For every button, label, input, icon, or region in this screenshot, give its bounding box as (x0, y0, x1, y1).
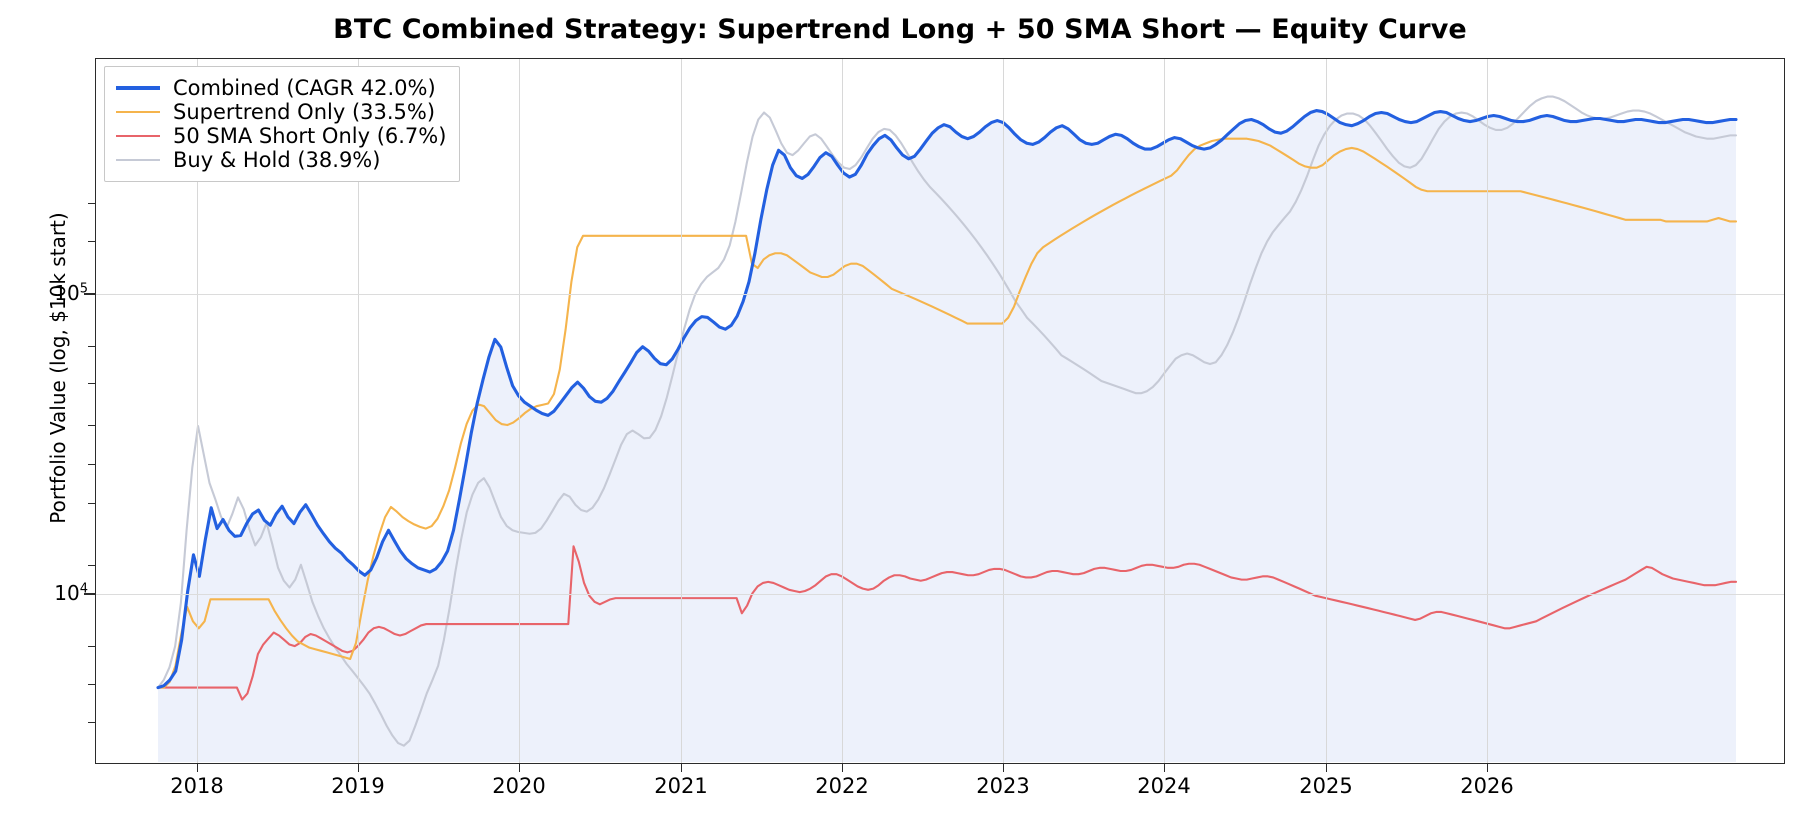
y-tick-label-1e4: 104 (54, 581, 88, 605)
x-tick-mark (1164, 764, 1165, 772)
y-tick-mark-major (84, 593, 95, 595)
gridline-vertical (197, 59, 198, 763)
legend-label-buy-hold: Buy & Hold (38.9%) (173, 148, 381, 172)
y-tick-mark-minor (88, 684, 95, 686)
gridline-vertical (519, 59, 520, 763)
legend-label-sma-short: 50 SMA Short Only (6.7%) (173, 124, 447, 148)
legend-swatch-sma-short (116, 135, 160, 137)
x-tick-mark (519, 764, 520, 772)
legend-swatch-combined (116, 86, 160, 90)
x-tick-label-2024: 2024 (1137, 774, 1191, 798)
y-tick-mark-minor (88, 203, 95, 205)
chart-title: BTC Combined Strategy: Supertrend Long +… (333, 14, 1467, 45)
y-tick-mark-minor (88, 241, 95, 243)
x-tick-mark (681, 764, 682, 772)
chart-legend: Combined (CAGR 42.0%) Supertrend Only (3… (104, 66, 461, 182)
legend-swatch-buy-hold (116, 159, 160, 161)
x-tick-mark (358, 764, 359, 772)
x-tick-mark (1487, 764, 1488, 772)
x-tick-label-2021: 2021 (654, 774, 708, 798)
legend-item-sma-short[interactable]: 50 SMA Short Only (6.7%) (116, 124, 446, 148)
x-tick-label-2026: 2026 (1460, 774, 1514, 798)
x-tick-label-2023: 2023 (976, 774, 1030, 798)
y-tick-mark-major (84, 293, 95, 295)
x-tick-mark (1003, 764, 1004, 772)
y-tick-mark-minor (88, 464, 95, 466)
legend-label-combined: Combined (CAGR 42.0%) (173, 76, 436, 100)
gridline-horizontal (96, 294, 1784, 295)
y-tick-mark-minor (88, 722, 95, 724)
x-tick-label-2018: 2018 (170, 774, 224, 798)
legend-item-supertrend[interactable]: Supertrend Only (33.5%) (116, 100, 446, 124)
y-tick-mark-minor (88, 565, 95, 567)
x-tick-label-2022: 2022 (815, 774, 869, 798)
x-tick-label-2025: 2025 (1299, 774, 1353, 798)
x-tick-label-2020: 2020 (492, 774, 546, 798)
gridline-vertical (1487, 59, 1488, 763)
legend-item-combined[interactable]: Combined (CAGR 42.0%) (116, 76, 446, 100)
combined-area-fill (158, 110, 1736, 762)
combined-line (156, 109, 1738, 690)
x-tick-mark (842, 764, 843, 772)
legend-swatch-supertrend (116, 111, 160, 113)
buy-hold-line (156, 95, 1738, 747)
y-tick-mark-minor (88, 383, 95, 385)
gridline-horizontal (96, 594, 1784, 595)
y-tick-mark-minor (88, 346, 95, 348)
gridline-vertical (1326, 59, 1327, 763)
plot-area (95, 58, 1785, 764)
y-tick-mark-minor (88, 425, 95, 427)
gridline-vertical (1164, 59, 1165, 763)
chart-canvas (156, 95, 1738, 762)
x-tick-mark (197, 764, 198, 772)
supertrend-line (156, 137, 1738, 689)
sma-short-line (156, 545, 1738, 701)
legend-item-buy-hold[interactable]: Buy & Hold (38.9%) (116, 148, 446, 172)
x-tick-label-2019: 2019 (331, 774, 385, 798)
y-tick-mark-minor (88, 503, 95, 505)
gridline-vertical (358, 59, 359, 763)
gridline-vertical (842, 59, 843, 763)
gridline-vertical (681, 59, 682, 763)
y-tick-label-1e5: 105 (54, 281, 88, 305)
y-tick-mark-minor (88, 646, 95, 648)
x-tick-mark (1326, 764, 1327, 772)
legend-label-supertrend: Supertrend Only (33.5%) (173, 100, 436, 124)
gridline-vertical (1003, 59, 1004, 763)
